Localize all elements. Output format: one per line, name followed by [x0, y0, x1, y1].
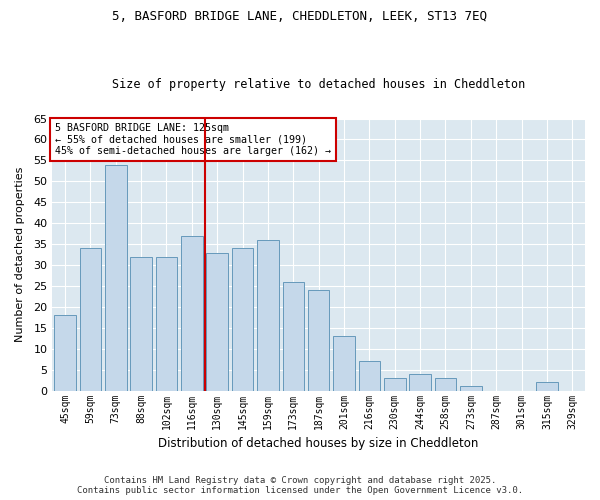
X-axis label: Distribution of detached houses by size in Cheddleton: Distribution of detached houses by size … [158, 437, 479, 450]
Bar [384, 378, 406, 390]
Bar [105, 164, 127, 390]
Bar [308, 290, 329, 390]
Text: 5, BASFORD BRIDGE LANE, CHEDDLETON, LEEK, ST13 7EQ: 5, BASFORD BRIDGE LANE, CHEDDLETON, LEEK… [113, 10, 487, 23]
Bar [333, 336, 355, 390]
Title: Size of property relative to detached houses in Cheddleton: Size of property relative to detached ho… [112, 78, 525, 91]
Bar [206, 252, 228, 390]
Bar [435, 378, 456, 390]
Bar [232, 248, 253, 390]
Bar [80, 248, 101, 390]
Bar [181, 236, 203, 390]
Text: 5 BASFORD BRIDGE LANE: 125sqm
← 55% of detached houses are smaller (199)
45% of : 5 BASFORD BRIDGE LANE: 125sqm ← 55% of d… [55, 122, 331, 156]
Bar [283, 282, 304, 391]
Y-axis label: Number of detached properties: Number of detached properties [15, 167, 25, 342]
Bar [155, 256, 177, 390]
Bar [130, 256, 152, 390]
Bar [536, 382, 558, 390]
Bar [409, 374, 431, 390]
Text: Contains HM Land Registry data © Crown copyright and database right 2025.
Contai: Contains HM Land Registry data © Crown c… [77, 476, 523, 495]
Bar [359, 362, 380, 390]
Bar [257, 240, 279, 390]
Bar [460, 386, 482, 390]
Bar [54, 316, 76, 390]
